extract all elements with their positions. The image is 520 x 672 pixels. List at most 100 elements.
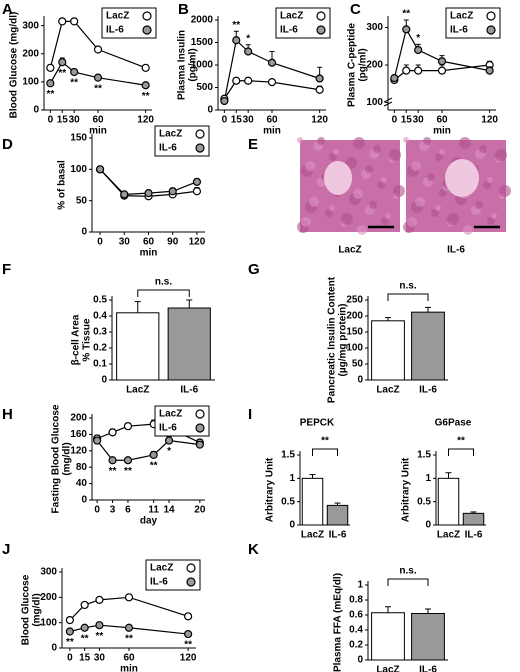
y-tick-label: 1 [357,580,363,591]
significance-bracket [137,289,190,297]
y-tick-label: 200 [22,48,39,59]
legend-marker [142,11,152,21]
y-axis-label: Arbitrary Unit [401,457,412,522]
tissue-texture [389,149,401,161]
y-tick-label: 0 [357,375,363,386]
data-point [220,96,229,106]
y-axis-label: (mg/dl) [32,593,43,626]
x-axis-label: day [140,516,158,527]
tissue-texture [499,185,511,197]
panel-letter: G [248,261,260,278]
data-point [164,436,174,445]
data-point [95,621,104,630]
data-point [124,623,134,632]
tissue-texture [475,201,483,209]
x-tick-label: 120 [311,115,328,126]
islet [324,161,352,195]
panel-letter: D [2,136,13,153]
significance-marker: ** [81,633,89,644]
y-axis-label: Plasma Insulin [177,30,188,100]
tissue-texture [435,153,443,161]
x-axis-label: min [120,664,138,672]
panel-letter: H [2,406,13,423]
y-tick-label: 0.5 [417,496,431,507]
data-point [244,47,253,56]
panel-letter: J [2,541,10,558]
x-tick-label: IL-6 [465,530,483,541]
legend-marker [195,143,205,153]
y-tick-label: 150 [70,133,87,144]
y-tick-label: 50 [76,195,88,206]
significance-marker: ** [150,461,158,472]
y-tick-label: 0 [81,227,87,238]
y-tick-label: 0 [357,655,363,666]
data-point [95,595,104,604]
data-point [184,629,193,639]
data-point [93,73,103,82]
significance-marker: ** [109,466,117,477]
y-tick-label: 0.4 [349,625,363,636]
data-point [315,85,324,94]
data-point [46,63,55,72]
legend-marker [486,25,496,35]
x-tick-label: 0 [48,115,54,126]
tissue-texture [495,149,507,161]
legend-marker [142,25,152,35]
y-tick-label: 0.1 [93,359,107,370]
x-tick-label: IL-6 [419,665,437,672]
tissue-texture [487,217,495,225]
y-tick-label: 0 [289,520,295,531]
bar [326,504,349,526]
data-point [108,428,117,437]
tissue-texture [411,161,421,171]
significance-marker: ** [124,466,132,477]
y-tick-label: 1500 [191,37,214,48]
legend-marker [486,11,496,21]
y-tick-label: 100 [22,77,39,88]
data-point [402,25,411,34]
x-tick-label: 30 [94,653,106,664]
x-axis-label: min [263,126,281,137]
x-tick-label: LacZ [437,530,460,541]
legend-label: LacZ [159,409,182,420]
data-point [232,76,241,85]
x-tick-label: 6 [125,505,131,516]
y-tick-label: 0 [101,375,107,386]
tissue-texture [487,177,493,183]
tissue-texture [439,189,447,197]
data-point [149,450,158,459]
tissue-texture [365,165,373,173]
y-tick-label: 100 [366,97,383,108]
data-point [141,63,150,72]
significance-marker: * [167,446,171,457]
tissue-texture [427,173,435,181]
data-point [232,36,241,45]
y-tick-label: 150 [346,327,363,338]
x-tick-label: IL-6 [329,530,347,541]
data-point [244,76,253,85]
panel-letter: A [2,1,13,18]
image-label: IL-6 [447,245,465,256]
data-point [184,612,193,621]
significance-marker: ** [70,78,78,89]
y-tick-label: 100 [346,343,363,354]
y-tick-label: 0.2 [349,640,363,651]
y-tick-label: 1 [289,473,295,484]
y-tick-label: 250 [346,295,363,306]
x-tick-label: LacZ [376,665,399,672]
x-tick-label: 15 [57,115,69,126]
y-tick-label: 2000 [191,15,214,26]
x-tick-label: 60 [143,237,155,248]
tissue-texture [373,145,381,153]
legend-label: IL-6 [150,577,168,588]
y-tick-label: 1000 [191,60,214,71]
x-tick-label: 30 [69,115,81,126]
data-point [315,74,324,83]
panel-letter: K [248,541,259,558]
data-point [402,66,411,75]
x-tick-label: LacZ [301,530,324,541]
x-axis-label: min [89,126,107,137]
tissue-texture [415,197,425,207]
x-tick-label: 60 [123,653,135,664]
tissue-texture [345,157,357,169]
